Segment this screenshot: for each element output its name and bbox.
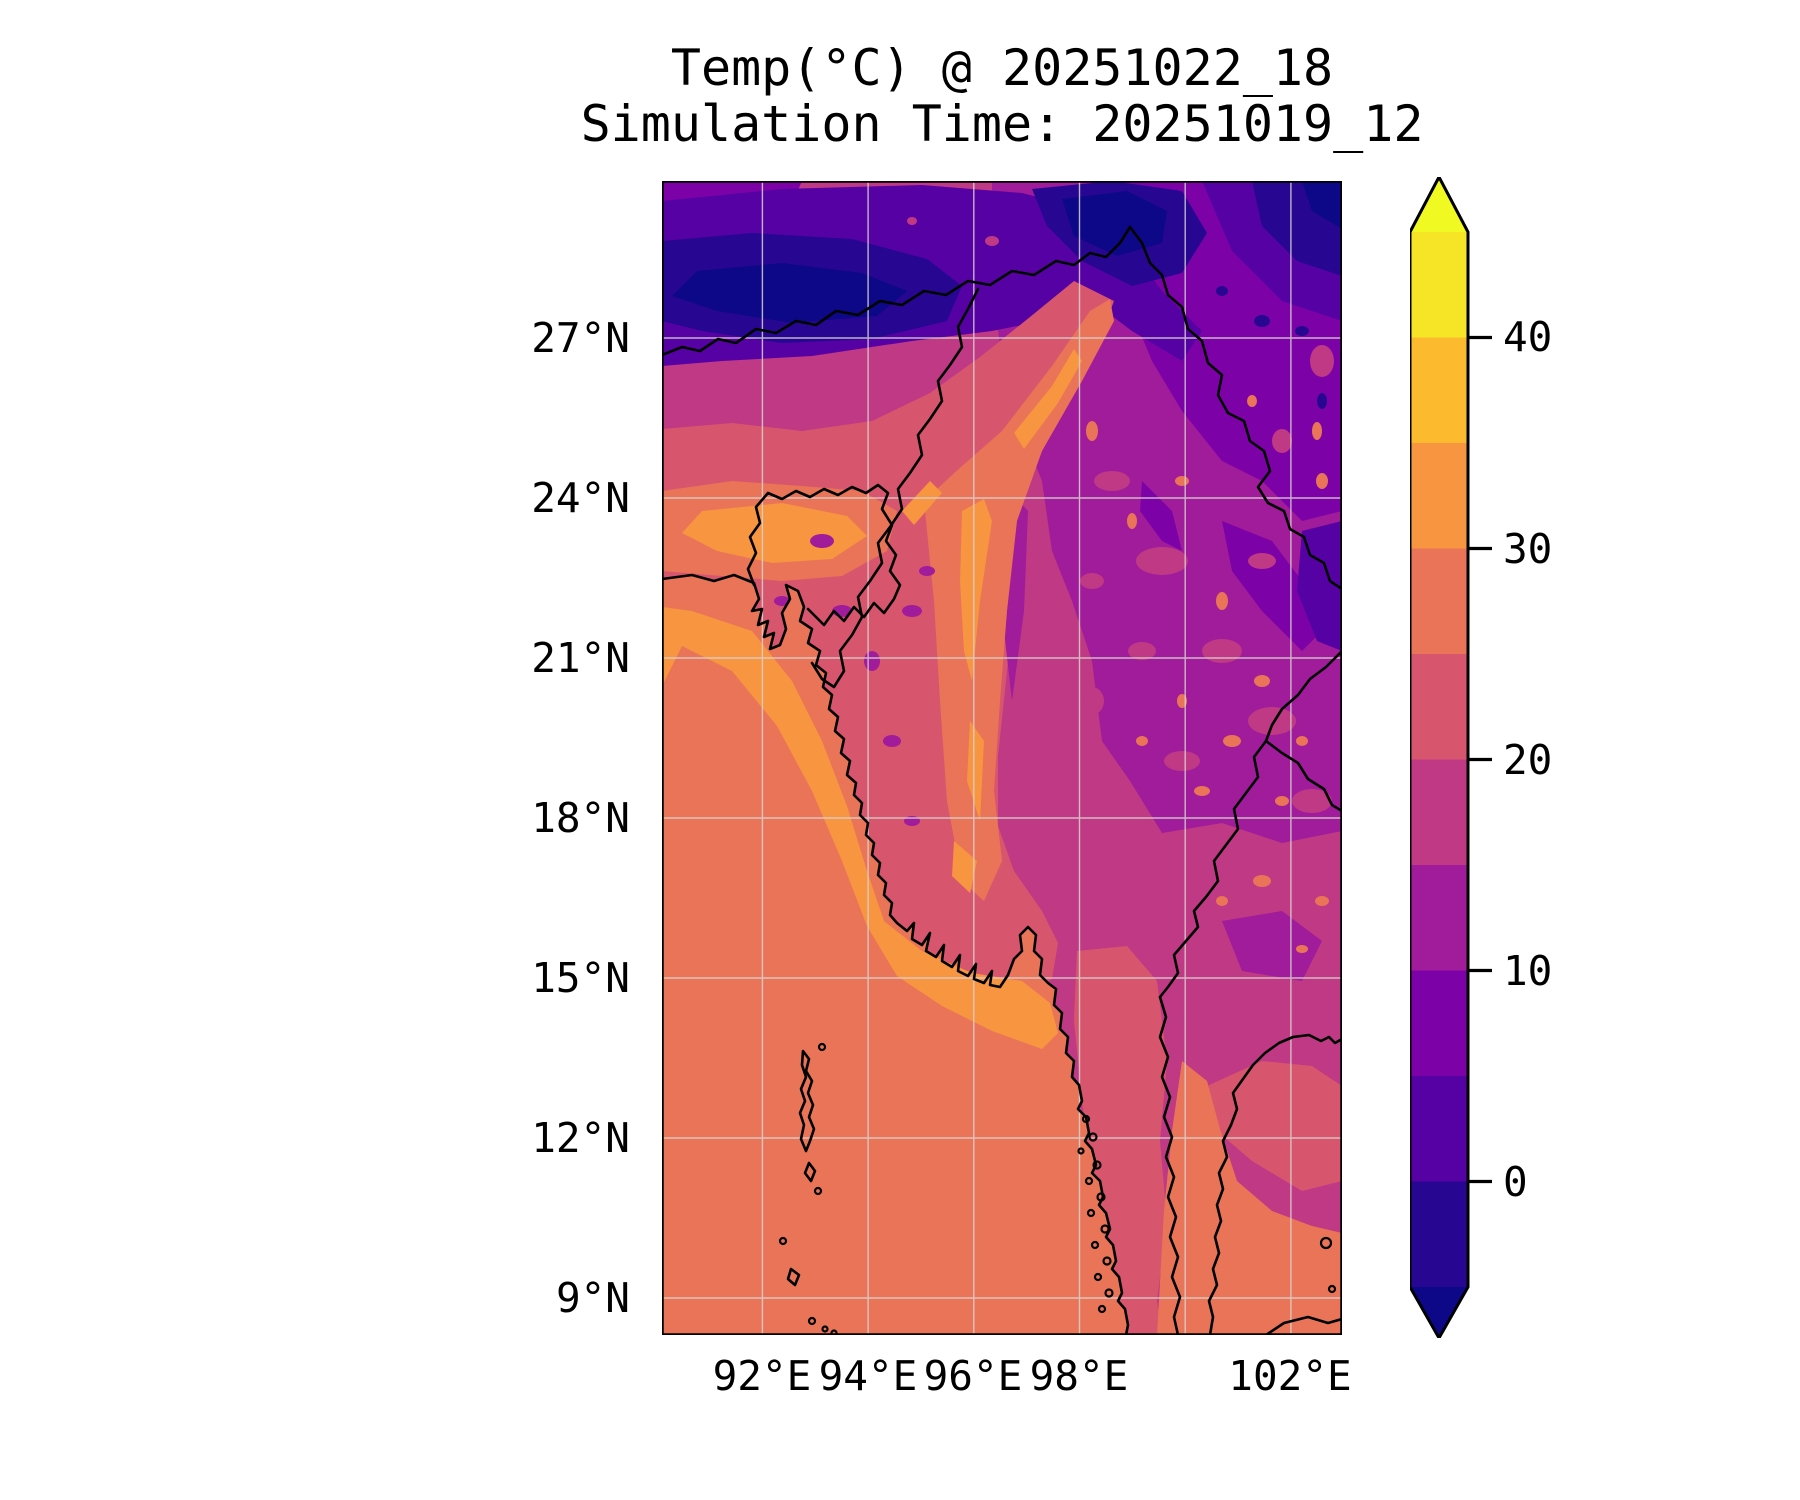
colorbar-band-15-20	[1410, 759, 1468, 865]
border-himalaya	[662, 225, 1132, 357]
temp-patch-peninsula-10-15	[1222, 911, 1322, 981]
chart-subtitle: Simulation Time: 20251019_12	[580, 95, 1424, 153]
temp-gulf-25-30	[1157, 1061, 1342, 1335]
border-laos-upper	[1264, 649, 1342, 743]
colorbar-band-10-15	[1410, 865, 1468, 971]
temp-speckles-salmon-east	[1086, 395, 1329, 953]
border-tenasserim	[1158, 995, 1182, 1335]
lat-tick-9n: 9°N	[555, 1274, 630, 1322]
temp-plains-orange-30-35	[682, 503, 867, 563]
temp-speckles-magenta-east	[907, 217, 1334, 813]
lat-tick-21n: 21°N	[531, 634, 630, 682]
border-thai-upper	[1158, 739, 1268, 999]
border-india-myanmar	[810, 287, 980, 689]
lon-tick-102e: 102°E	[1228, 1352, 1352, 1400]
colorbar-band-5-10	[1410, 970, 1468, 1076]
coast-bottom-right	[1264, 1315, 1342, 1335]
coast-thai-gulf	[1207, 1033, 1342, 1335]
island-nicobar	[786, 1267, 801, 1287]
colorbar-band-20-25	[1410, 654, 1468, 760]
temp-coastal-orange-30-35	[662, 607, 1058, 1049]
lat-tick-27n: 27°N	[531, 314, 630, 362]
colorbar-band-m5-0	[1410, 1181, 1468, 1287]
colorbar-band-35-40	[1410, 337, 1468, 443]
graticule	[662, 181, 1342, 1335]
temp-region-thailand-20-25	[1207, 1061, 1342, 1191]
temp-streak-5-10-a	[1222, 521, 1322, 651]
colorbar-label-40: 40	[1503, 313, 1553, 361]
lat-tick-15n: 15°N	[531, 954, 630, 1002]
lat-tick-18n: 18°N	[531, 794, 630, 842]
border-bangladesh	[746, 483, 902, 627]
colorbar-label-20: 20	[1503, 736, 1553, 784]
colorbar-over-arrow	[1410, 177, 1468, 232]
colorbar-ticks	[1468, 335, 1492, 1184]
lon-tick-96e: 96°E	[923, 1352, 1023, 1400]
temp-core-cold-west	[672, 263, 907, 323]
colorbar-band-25-30	[1410, 548, 1468, 654]
temp-speckles-purple-west	[774, 471, 1088, 826]
colorbar-band-0-5	[1410, 1076, 1468, 1182]
coast-main	[662, 573, 1130, 1335]
colorbar-label-10: 10	[1503, 947, 1553, 995]
temp-core-cold-corner	[1302, 181, 1342, 229]
colorbar-label-30: 30	[1503, 525, 1553, 573]
map-canvas	[662, 181, 1342, 1335]
lon-tick-94e: 94°E	[818, 1352, 918, 1400]
colorbar-band-40-45	[1410, 232, 1468, 338]
colorbar-outline	[1410, 177, 1470, 1338]
island-andaman-main	[798, 1049, 816, 1153]
island-dots	[778, 1042, 1337, 1335]
chart-title: Temp(°C) @ 20251022_18	[670, 39, 1334, 97]
temp-valley-orange-streaks	[902, 349, 1082, 893]
coastline	[662, 225, 1342, 1335]
temp-speckles-navy-north	[1216, 286, 1327, 409]
border-mekong	[1264, 739, 1342, 813]
temp-region-tenasserim-20-25	[1074, 946, 1167, 1335]
lon-tick-98e: 98°E	[1029, 1352, 1129, 1400]
island-andaman-little	[803, 1161, 817, 1183]
colorbar-label-0: 0	[1503, 1158, 1528, 1206]
lat-tick-12n: 12°N	[531, 1114, 630, 1162]
colorbar-band-30-35	[1410, 443, 1468, 549]
colorbar	[1410, 177, 1492, 1338]
border-china	[1128, 225, 1342, 591]
lon-tick-92e: 92°E	[712, 1352, 812, 1400]
colorbar-under-arrow	[1410, 1287, 1468, 1338]
lat-tick-24n: 24°N	[531, 474, 630, 522]
